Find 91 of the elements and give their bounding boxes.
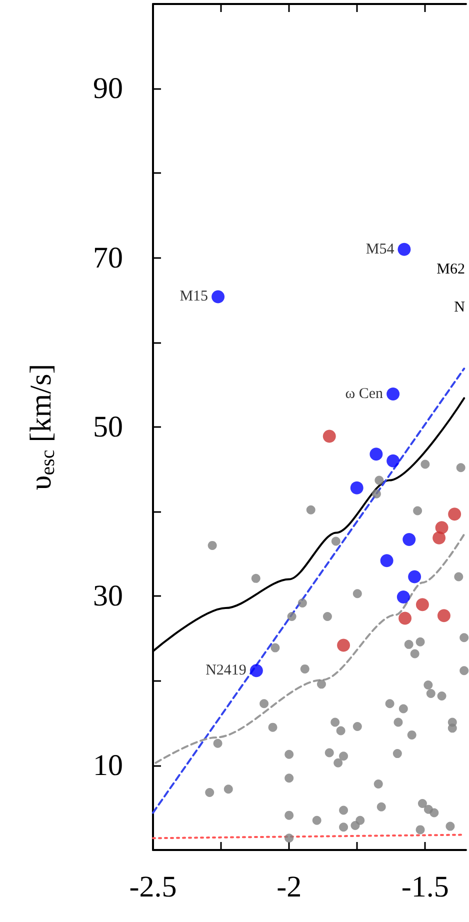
point (224, 784, 233, 794)
point (416, 825, 425, 834)
point (432, 531, 446, 544)
point (339, 806, 348, 815)
point (410, 649, 420, 658)
x-tick-label: -1.5 (401, 870, 449, 904)
point (260, 699, 269, 708)
point (322, 612, 332, 621)
point (435, 521, 448, 534)
line-series (154, 533, 466, 764)
point (407, 730, 416, 740)
point (396, 590, 410, 604)
point (352, 589, 362, 598)
point (208, 540, 217, 550)
point (374, 780, 383, 789)
point (339, 822, 348, 832)
point (212, 290, 225, 304)
point (251, 574, 260, 583)
point (334, 758, 343, 768)
point (331, 536, 340, 546)
point (448, 724, 457, 733)
point (339, 752, 348, 761)
point (398, 612, 412, 625)
annotation: M62 (436, 262, 466, 278)
annotation: N2419 (206, 662, 246, 679)
point (322, 430, 336, 443)
point (324, 748, 334, 758)
annotation: N (454, 300, 466, 316)
y-axis-title: υesc [km/s] (24, 364, 59, 490)
annotation: ω Cen (345, 386, 384, 402)
point (398, 704, 408, 714)
point (386, 388, 400, 400)
point (402, 533, 416, 546)
y-tick-label: 10 (93, 748, 123, 782)
point (430, 808, 439, 818)
point (426, 688, 436, 698)
point (376, 802, 386, 812)
point (385, 699, 394, 708)
point (418, 798, 427, 808)
point (268, 722, 278, 732)
point (316, 680, 326, 689)
point (416, 598, 429, 612)
y-tick-label: 30 (93, 580, 123, 613)
point (298, 598, 307, 608)
point (448, 508, 462, 521)
y-tick-label: 90 (93, 72, 123, 106)
point (437, 609, 450, 622)
point (205, 788, 214, 797)
point (413, 506, 422, 516)
y-tick-label: 70 (93, 241, 123, 274)
point (213, 738, 222, 748)
point (284, 810, 294, 820)
point (287, 612, 296, 621)
point (408, 570, 422, 584)
point (330, 718, 340, 727)
point (356, 816, 365, 825)
point (454, 572, 464, 582)
point (284, 834, 294, 843)
point (398, 242, 411, 256)
point (380, 554, 394, 568)
point (460, 633, 469, 642)
x-tick-label: -2.5 (129, 870, 177, 904)
annotation: M54 (366, 241, 395, 258)
point (424, 680, 433, 690)
point (374, 476, 384, 485)
point (392, 749, 402, 758)
x-tick-label: -2 (276, 870, 302, 904)
point (350, 481, 364, 494)
y-tick-label: 50 (93, 410, 123, 444)
point (456, 463, 466, 472)
point (284, 750, 294, 759)
point (372, 489, 381, 498)
point (460, 666, 469, 676)
point (420, 460, 430, 469)
point (404, 640, 414, 649)
point (284, 774, 294, 783)
point (250, 664, 263, 678)
point (416, 637, 425, 646)
point (352, 722, 362, 731)
point (437, 692, 446, 701)
point (270, 643, 280, 652)
annotation: M15 (180, 288, 208, 305)
point (370, 448, 383, 461)
point (337, 638, 350, 652)
point (306, 505, 316, 514)
point (300, 664, 310, 674)
point (386, 454, 400, 468)
point (336, 726, 346, 736)
point (394, 718, 403, 727)
point (312, 816, 322, 825)
point (446, 822, 455, 831)
